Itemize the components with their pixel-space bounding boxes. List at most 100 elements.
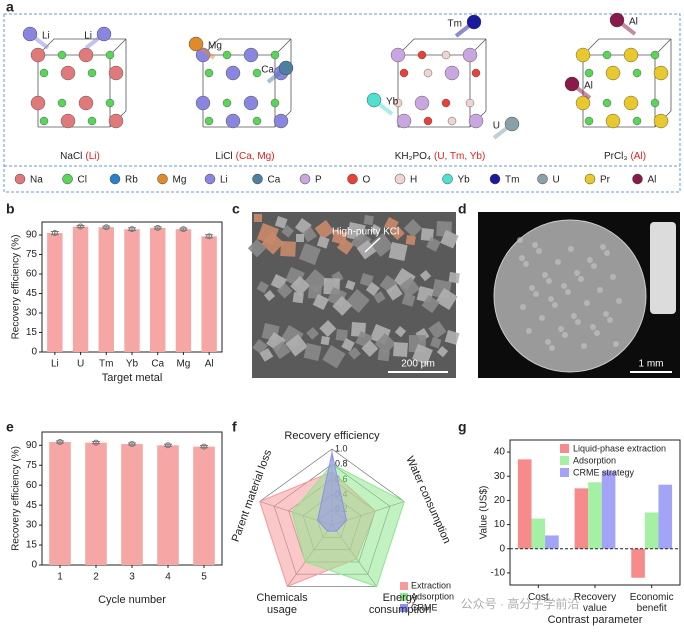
mean-marker [165, 442, 171, 449]
atom [393, 98, 403, 108]
crystal-grain [320, 336, 330, 346]
ion [564, 76, 580, 92]
atom [602, 98, 612, 108]
radar-area [291, 463, 405, 588]
ion [504, 116, 520, 132]
surface-texture [542, 272, 548, 278]
crystal-grain [314, 219, 335, 240]
atom [444, 65, 460, 81]
bar [157, 445, 179, 565]
y-tick-label: 10 [494, 519, 506, 530]
surface-texture [603, 311, 609, 317]
atom [575, 95, 591, 111]
mean-marker [93, 439, 99, 446]
axis-label: Water consumption [403, 454, 452, 545]
surface-texture [529, 285, 535, 291]
surface-texture [574, 270, 580, 276]
atom [584, 116, 594, 126]
crystal-targets: (Li) [85, 151, 99, 162]
x-tick-label: 5 [201, 572, 207, 583]
surface-texture [545, 339, 551, 345]
crystal-grain [363, 215, 374, 226]
atom [39, 68, 49, 78]
crystal-grain [370, 224, 381, 235]
atom [195, 95, 211, 111]
crystal-grain [312, 293, 329, 311]
ion [609, 12, 625, 28]
grid-ring [259, 448, 405, 587]
legend-label: Rb [125, 175, 138, 186]
y-tick-label: 15 [26, 540, 38, 551]
surface-texture [594, 330, 600, 336]
crystal-grain [296, 234, 304, 242]
crystal-grain [412, 344, 433, 365]
r-tick-label: 0.8 [335, 459, 348, 469]
x-tick-label: Yb [126, 359, 139, 370]
legend-label: Ca [268, 175, 281, 186]
crystal-grain [290, 276, 311, 296]
atom [653, 113, 669, 129]
x-tick-label: Recovery value [574, 592, 616, 614]
atom [423, 68, 433, 78]
legend-swatch [537, 173, 548, 185]
bar [545, 535, 559, 549]
atom [273, 113, 289, 129]
x-axis-label: Target metal [102, 372, 163, 384]
bar [201, 236, 217, 352]
surface-texture [533, 291, 539, 297]
legend-label: Liquid-phase extraction [573, 443, 666, 453]
atom [605, 113, 621, 129]
atom [462, 47, 478, 63]
surface-texture [590, 324, 596, 330]
y-tick-label: 30 [26, 520, 38, 531]
crystal-grain [322, 345, 346, 369]
legend-swatch [584, 173, 596, 185]
annotation-arrow [364, 237, 381, 253]
crystal-targets: (Ca, Mg) [236, 151, 275, 162]
bar [124, 229, 140, 352]
legend-swatch [394, 173, 406, 185]
atom [57, 50, 67, 60]
crystal-grain [374, 333, 396, 355]
atom [78, 47, 94, 63]
ion [278, 60, 294, 76]
ion [366, 92, 382, 108]
ion [466, 14, 482, 30]
surface-texture [600, 244, 606, 250]
crystal-grain [440, 229, 459, 249]
legend-swatch [400, 582, 408, 590]
crystal-grain [428, 321, 447, 340]
mean-marker [201, 443, 207, 450]
surface-texture [558, 326, 564, 332]
panel-label: e [6, 419, 14, 435]
microsphere [493, 219, 647, 373]
bar [658, 484, 673, 549]
x-tick-label: Mg [176, 359, 190, 370]
atom [270, 50, 280, 60]
bar [601, 471, 616, 549]
scale-label: 200 μm [401, 359, 435, 370]
atom [390, 47, 406, 63]
surface-texture [539, 315, 545, 321]
bar [644, 512, 659, 549]
atom [78, 95, 94, 111]
atom [417, 50, 427, 60]
surface-texture [526, 328, 532, 334]
mean-marker [154, 224, 161, 231]
bar [150, 227, 166, 352]
legend-swatch [14, 173, 26, 185]
legend-label: Adsorption [411, 591, 454, 601]
legend-label: H [410, 175, 417, 186]
legend-label: P [315, 175, 322, 186]
crystal-grain [388, 241, 408, 261]
crystal-grain [436, 345, 449, 358]
legend-swatch [560, 468, 569, 477]
surface-texture [552, 302, 558, 308]
ion [96, 26, 112, 42]
x-tick-label: Economic benefit [630, 592, 674, 614]
bar [72, 226, 89, 352]
mean-marker [180, 226, 187, 233]
mean-marker [57, 438, 63, 445]
crystal-grain [292, 292, 304, 304]
atom [225, 113, 241, 129]
